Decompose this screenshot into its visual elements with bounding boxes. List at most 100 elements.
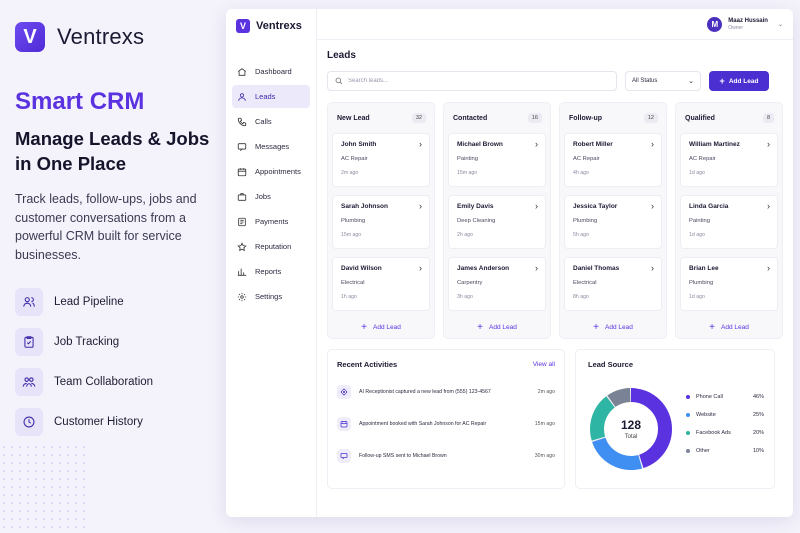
lead-card[interactable]: Michael Brown › Painting 15m ago [448, 133, 546, 187]
sidebar-item-dashboard[interactable]: Dashboard [232, 60, 310, 83]
chevron-down-icon: ⌄ [688, 78, 694, 85]
sidebar-item-reports[interactable]: Reports [232, 260, 310, 283]
sidebar-item-leads[interactable]: Leads [232, 85, 310, 108]
lead-card[interactable]: Emily Davis › Deep Cleaning 2h ago [448, 195, 546, 249]
sidebar-item-payments[interactable]: Payments [232, 210, 310, 233]
feature-job-tracking: Job Tracking [15, 328, 220, 356]
lead-name: Jessica Taylor [573, 203, 618, 210]
lead-card[interactable]: James Anderson › Carpentry 3h ago [448, 257, 546, 311]
legend-label: Other [696, 448, 710, 454]
feature-customer-history: Customer History [15, 408, 220, 436]
sidebar-item-calls[interactable]: Calls [232, 110, 310, 133]
status-filter-value: All Status [632, 78, 658, 84]
leads-content: Leads All Status ⌄ + Add Lead [317, 40, 793, 489]
card-list: John Smith › AC Repair 2m ago Sarah John… [332, 133, 430, 311]
sidebar-brand[interactable]: V Ventrexs [232, 19, 310, 33]
brand-name: Ventrexs [57, 24, 145, 49]
sidebar-item-label: Reports [255, 267, 282, 276]
lead-card[interactable]: Linda Garcia › Painting 1d ago [680, 195, 778, 249]
legend-value: 20% [752, 430, 764, 436]
lead-card[interactable]: Jessica Taylor › Plumbing 5h ago [564, 195, 662, 249]
lead-card[interactable]: Robert Miller › AC Repair 4h ago [564, 133, 662, 187]
donut-slice-website[interactable] [590, 388, 672, 470]
lead-card[interactable]: Daniel Thomas › Electrical 8h ago [564, 257, 662, 311]
chevron-right-icon: › [651, 139, 654, 149]
plus-icon: + [361, 322, 367, 333]
sidebar-item-jobs[interactable]: Jobs [232, 185, 310, 208]
lead-card[interactable]: Sarah Johnson › Plumbing 15m ago [332, 195, 430, 249]
sidebar-item-reputation[interactable]: Reputation [232, 235, 310, 258]
sidebar-item-label: Reputation [255, 242, 292, 251]
sidebar-item-messages[interactable]: Messages [232, 135, 310, 158]
column-add-lead-button[interactable]: + Add Lead [680, 322, 778, 333]
user-menu[interactable]: M Maaz Hussain Owner ⌄ [707, 16, 783, 32]
sidebar-item-settings[interactable]: Settings [232, 285, 310, 308]
chevron-right-icon: › [419, 139, 422, 149]
sidebar: V Ventrexs Dashboard Leads Calls Message… [226, 9, 317, 517]
chevron-right-icon: › [651, 263, 654, 273]
donut-slice-facebook-ads[interactable] [590, 388, 672, 470]
gear-icon [237, 292, 247, 301]
lead-service: Electrical [341, 280, 365, 286]
panel-header: Recent Activities View all [337, 360, 555, 369]
donut-slice-phone-call[interactable] [590, 388, 672, 470]
column-title: Contacted [453, 114, 488, 122]
add-lead-label: Add Lead [489, 324, 517, 331]
feature-label: Lead Pipeline [54, 296, 124, 308]
panel-title: Recent Activities [337, 360, 398, 369]
add-lead-button[interactable]: + Add Lead [709, 71, 769, 91]
lead-card[interactable]: David Wilson › Electrical 1h ago [332, 257, 430, 311]
lead-name: David Wilson [341, 265, 382, 272]
lead-source-panel: Lead Source 128 Total Phone Call 46% [575, 349, 775, 489]
feature-list: Lead Pipeline Job Tracking Team Collabor… [15, 288, 220, 436]
panel-title: Lead Source [588, 360, 634, 369]
clock-icon [15, 408, 43, 436]
activity-item[interactable]: AI Receptionist captured a new lead from… [337, 383, 555, 401]
sidebar-nav: Dashboard Leads Calls Messages Appointme… [232, 60, 310, 308]
add-lead-label: Add Lead [721, 324, 749, 331]
lead-service: AC Repair [689, 156, 716, 162]
chevron-right-icon: › [767, 139, 770, 149]
activity-text: Follow-up SMS sent to Michael Brown [359, 453, 447, 459]
column-add-lead-button[interactable]: + Add Lead [564, 322, 662, 333]
search-input[interactable] [348, 78, 588, 84]
lead-service: Painting [689, 218, 710, 224]
sidebar-item-label: Settings [255, 292, 283, 301]
lead-time: 15m ago [457, 170, 478, 176]
legend-value: 25% [752, 412, 764, 418]
chevron-right-icon: › [419, 263, 422, 273]
legend-value: 46% [752, 394, 764, 400]
sidebar-logo: V [236, 19, 250, 33]
column-title: Qualified [685, 114, 715, 122]
legend-item: Phone Call 46% [686, 394, 764, 400]
lead-time: 5h ago [573, 232, 589, 238]
activity-item[interactable]: Appointment booked with Sarah Johnson fo… [337, 415, 555, 433]
legend-value: 10% [752, 448, 764, 454]
lead-card[interactable]: Brian Lee › Plumbing 1d ago [680, 257, 778, 311]
lead-service: Plumbing [341, 218, 366, 224]
hero-title: Manage Leads & Jobs in One Place [15, 128, 210, 174]
card-list: Michael Brown › Painting 15m ago Emily D… [448, 133, 546, 311]
sidebar-item-label: Leads [255, 92, 276, 101]
legend-label: Phone Call [696, 394, 723, 400]
column-header: Qualified 8 [680, 109, 778, 125]
activity-item[interactable]: Follow-up SMS sent to Michael Brown 30m … [337, 447, 555, 465]
chevron-right-icon: › [535, 263, 538, 273]
avatar: M [707, 16, 723, 32]
column-count-badge: 32 [411, 113, 426, 123]
lead-name: Daniel Thomas [573, 265, 620, 272]
lead-card[interactable]: William Martinez › AC Repair 1d ago [680, 133, 778, 187]
feature-label: Job Tracking [54, 336, 120, 348]
activity-text: Appointment booked with Sarah Johnson fo… [359, 421, 487, 427]
status-filter-select[interactable]: All Status ⌄ [625, 71, 701, 91]
column-header: New Lead 32 [332, 109, 430, 125]
user-role: Owner [728, 24, 744, 31]
column-add-lead-button[interactable]: + Add Lead [332, 322, 430, 333]
view-all-link[interactable]: View all [532, 361, 555, 368]
sidebar-item-appointments[interactable]: Appointments [232, 160, 310, 183]
donut-total-label: Total [624, 434, 638, 440]
invoice-icon [238, 217, 246, 226]
lead-card[interactable]: John Smith › AC Repair 2m ago [332, 133, 430, 187]
column-add-lead-button[interactable]: + Add Lead [448, 322, 546, 333]
lead-time: 1d ago [689, 232, 705, 238]
